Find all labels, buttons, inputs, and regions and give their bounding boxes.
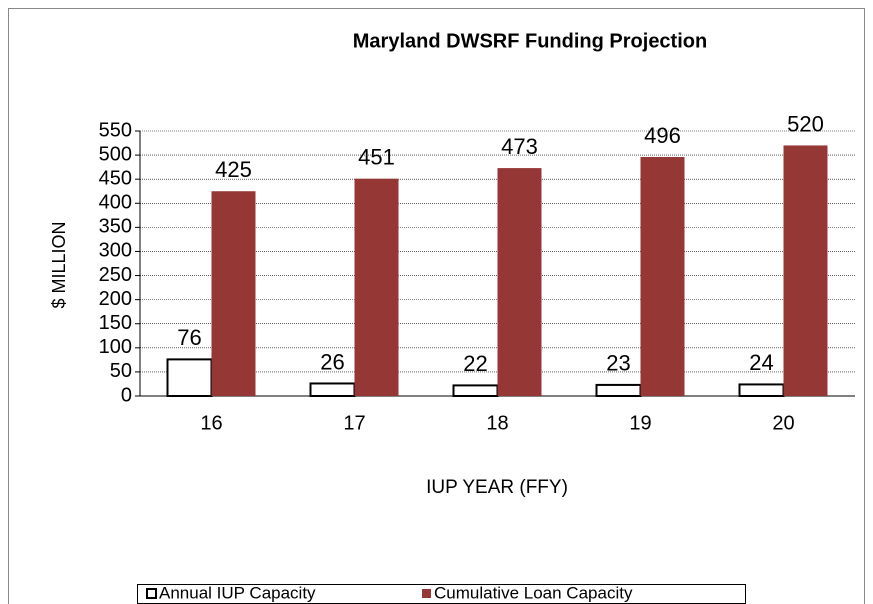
chart-title: Maryland DWSRF Funding Projection [353, 30, 707, 52]
bar [452, 384, 499, 397]
x-tick-label: 16 [200, 412, 222, 434]
data-label: 520 [787, 111, 824, 136]
data-label: 26 [320, 349, 344, 374]
legend-swatch [422, 589, 431, 598]
legend-swatch [146, 588, 157, 599]
data-label: 22 [463, 351, 487, 376]
legend-label: Cumulative Loan Capacity [434, 583, 633, 602]
y-tick-label: 500 [99, 143, 132, 165]
y-tick-label: 250 [99, 264, 132, 286]
data-label: 23 [606, 351, 630, 376]
data-label: 76 [177, 325, 201, 350]
y-tick-label: 200 [99, 288, 132, 310]
chart-border [8, 8, 865, 604]
y-axis-title: $ MILLION [49, 221, 69, 308]
y-tick-label: 400 [99, 192, 132, 214]
x-tick-label: 17 [343, 412, 365, 434]
data-label: 24 [749, 350, 773, 375]
y-tick-label: 150 [99, 312, 132, 334]
x-tick-label: 19 [629, 412, 651, 434]
y-tick-label: 100 [99, 336, 132, 358]
bar [211, 191, 256, 396]
bar [354, 178, 399, 396]
y-tick-label: 450 [99, 167, 132, 189]
bar [497, 168, 542, 396]
bar [166, 358, 213, 397]
y-tick-label: 50 [110, 360, 132, 382]
y-tick-label: 350 [99, 216, 132, 238]
bar [595, 383, 642, 397]
y-tick-label: 0 [121, 384, 132, 406]
legend-label: Annual IUP Capacity [159, 583, 316, 602]
bar [309, 382, 356, 397]
x-tick-label: 18 [486, 412, 508, 434]
data-label: 496 [644, 123, 681, 148]
y-tick-label: 300 [99, 240, 132, 262]
x-axis-title: IUP YEAR (FFY) [426, 477, 568, 498]
bar [738, 383, 785, 398]
bar [640, 157, 685, 396]
data-label: 425 [215, 157, 252, 182]
bar [783, 145, 828, 396]
y-tick-label: 550 [99, 119, 132, 141]
data-label: 451 [358, 145, 395, 170]
data-label: 473 [501, 134, 538, 159]
x-tick-label: 20 [772, 412, 794, 434]
